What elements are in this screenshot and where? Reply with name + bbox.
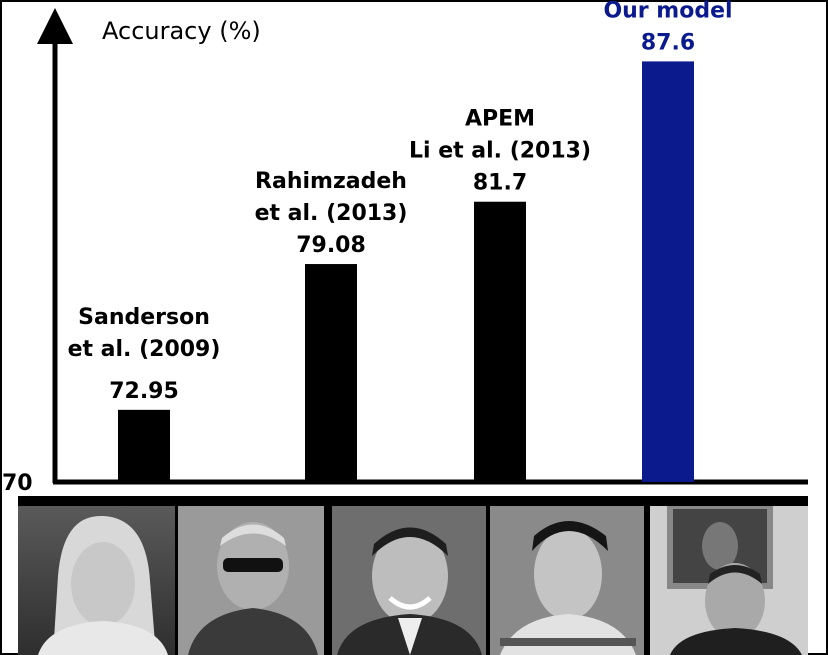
bar-value-label-2: 79.08 <box>296 233 366 258</box>
bar-category-label-4-line-1: Our model <box>603 0 732 23</box>
portrait-photo-man-sunglasses <box>178 506 324 655</box>
y-base-tick-label: 70 <box>2 471 33 496</box>
bar-category-label-2-line-1: Rahimzadeh <box>255 169 407 194</box>
photo-strip <box>18 496 808 655</box>
y-axis-arrow-icon <box>37 8 73 44</box>
portrait-photo-young-man <box>490 506 644 655</box>
bar-value-label-3: 81.7 <box>473 171 527 196</box>
portrait-photo-man-with-portrait <box>650 506 808 655</box>
bar-2 <box>305 264 357 482</box>
bar-value-label-4: 87.6 <box>641 30 695 55</box>
y-axis-title: Accuracy (%) <box>102 17 261 45</box>
portrait-photo-man-smiling <box>332 506 486 655</box>
bar-category-label-1-line-2: et al. (2009) <box>68 337 221 362</box>
bar-category-label-2-line-2: et al. (2013) <box>255 201 408 226</box>
bar-category-label-3-line-2: Li et al. (2013) <box>409 139 591 164</box>
bar-3 <box>474 201 526 482</box>
bar-chart: Accuracy (%) 70 72.95 Sanderson et al. (20… <box>2 0 808 496</box>
bar-category-label-1-line-1: Sanderson <box>78 305 210 330</box>
portrait-photo-woman <box>18 506 175 655</box>
bar-category-label-3-line-1: APEM <box>465 107 535 132</box>
bars-group: 72.95 Sanderson et al. (2009) 79.08 Rahimzad… <box>68 0 733 483</box>
bar-4 <box>642 61 694 483</box>
bar-1 <box>118 409 170 482</box>
bar-value-label-1: 72.95 <box>109 379 179 404</box>
